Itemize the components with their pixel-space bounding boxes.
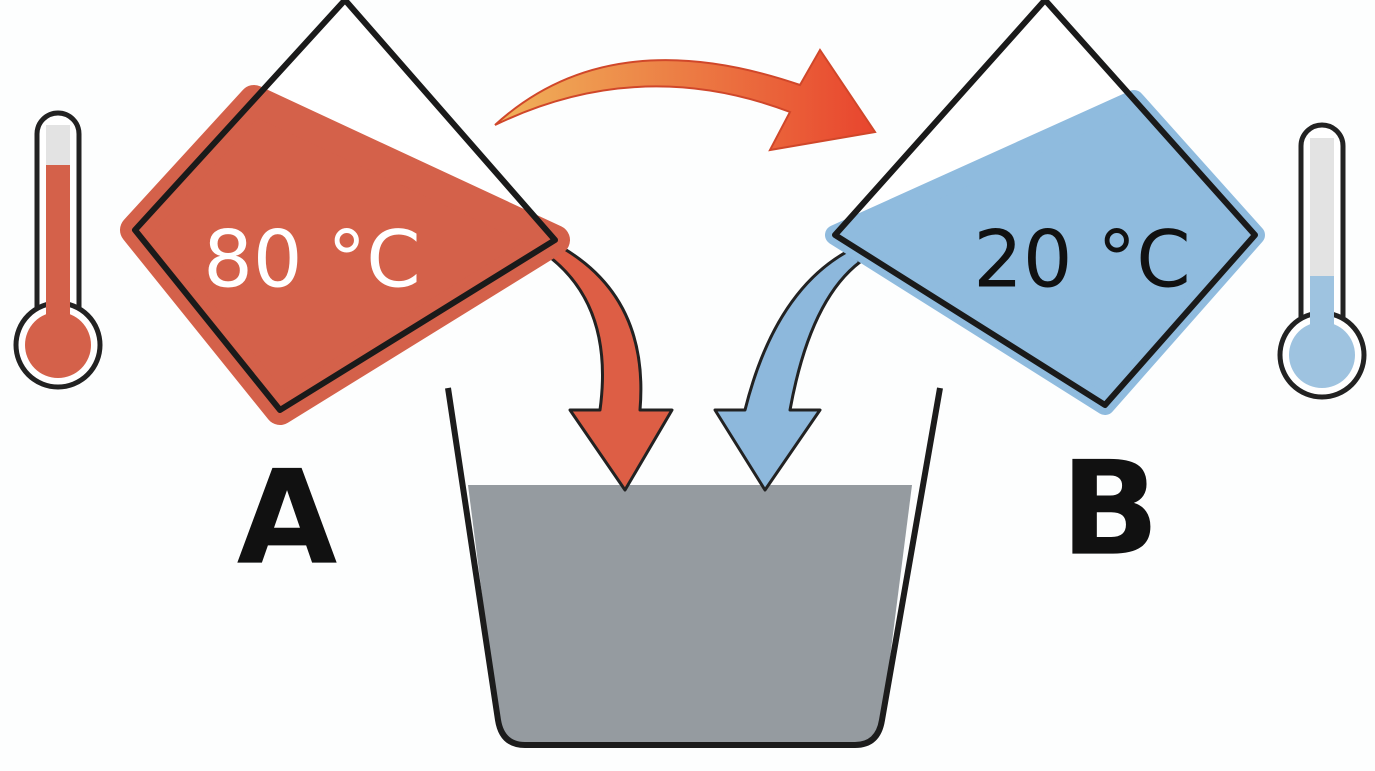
temperature-label: 80 °C — [203, 215, 421, 305]
diagram: 80 °C 20 °C A B — [0, 0, 1375, 771]
beaker-label: B — [1060, 433, 1159, 585]
temperature-label: 20 °C — [973, 215, 1191, 305]
beaker-label: A — [237, 442, 338, 594]
